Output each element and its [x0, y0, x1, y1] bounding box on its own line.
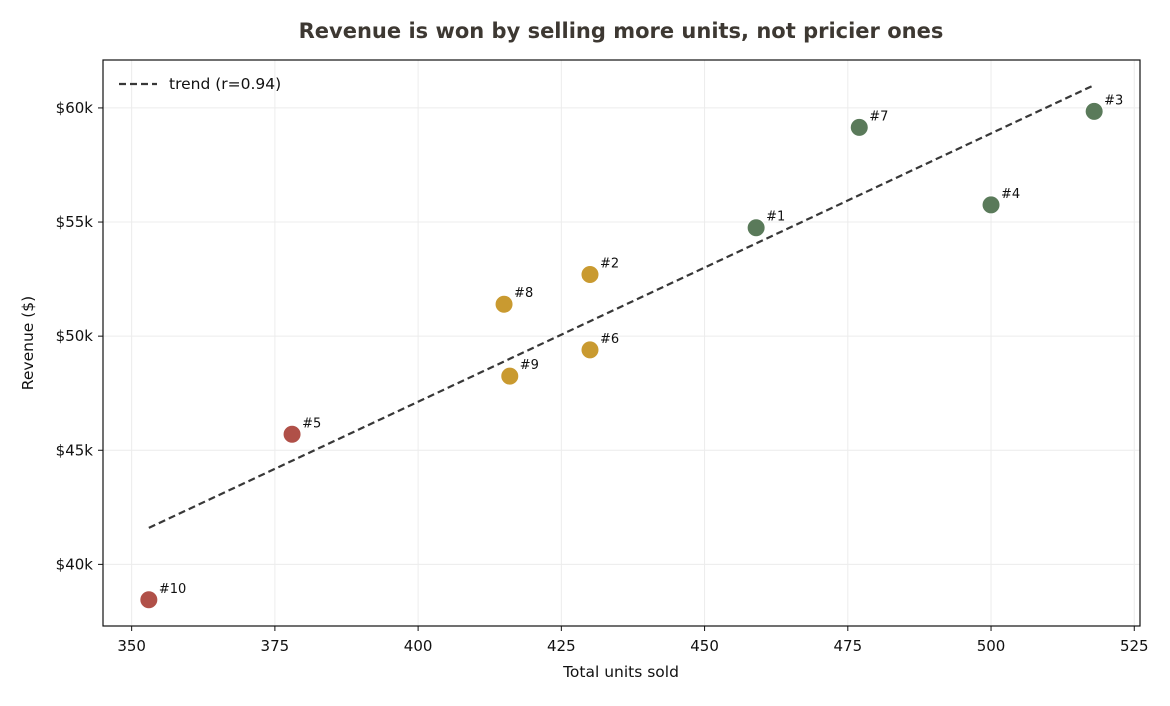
- point-label: #10: [159, 582, 186, 597]
- legend: trend (r=0.94): [119, 75, 281, 93]
- x-tick-label: 375: [261, 637, 290, 655]
- points-layer: #1 #2 #3 #4 #5 #6 #7 #8 #9 #10: [139, 93, 1123, 610]
- data-point: [849, 117, 869, 137]
- x-tick-label: 475: [833, 637, 862, 655]
- y-tick-label: $45k: [56, 441, 94, 459]
- legend-label: trend (r=0.94): [169, 75, 281, 93]
- data-point: [500, 366, 520, 386]
- plot-frame: [102, 59, 1141, 627]
- y-axis-label: Revenue ($): [19, 296, 37, 390]
- chart-title: Revenue is won by selling more units, no…: [299, 19, 944, 43]
- point-label: #2: [600, 257, 619, 272]
- point-label: #3: [1104, 93, 1123, 108]
- x-tick-label: 525: [1120, 637, 1149, 655]
- trend-layer: [148, 84, 1095, 529]
- x-tick-label: 425: [547, 637, 576, 655]
- y-tick-label: $60k: [56, 99, 94, 117]
- point-label: #8: [514, 286, 533, 301]
- point-label: #5: [302, 416, 321, 431]
- grid: [103, 60, 1140, 626]
- point-label: #1: [766, 210, 785, 225]
- x-tick-label: 400: [404, 637, 433, 655]
- y-tick-label: $55k: [56, 213, 94, 231]
- y-tick-label: $50k: [56, 327, 94, 345]
- point-label: #6: [600, 332, 619, 347]
- point-label: #7: [869, 109, 888, 124]
- y-tick-label: $40k: [56, 555, 94, 573]
- data-point: [139, 590, 159, 610]
- data-point: [981, 195, 1001, 215]
- data-point: [580, 265, 600, 285]
- axes: 350 375 400 425 450 475 500 525 $40k $45k $50k $55k…: [56, 59, 1149, 655]
- point-label: #9: [520, 358, 539, 373]
- x-tick-label: 450: [690, 637, 719, 655]
- data-point: [282, 424, 302, 444]
- point-label: #4: [1001, 187, 1020, 202]
- data-point: [746, 218, 766, 238]
- data-point: [494, 294, 514, 314]
- x-axis-label: Total units sold: [562, 663, 679, 681]
- trend-line: [148, 84, 1095, 529]
- x-tick-label: 350: [117, 637, 146, 655]
- data-point: [1084, 101, 1104, 121]
- data-point: [580, 340, 600, 360]
- x-tick-label: 500: [977, 637, 1006, 655]
